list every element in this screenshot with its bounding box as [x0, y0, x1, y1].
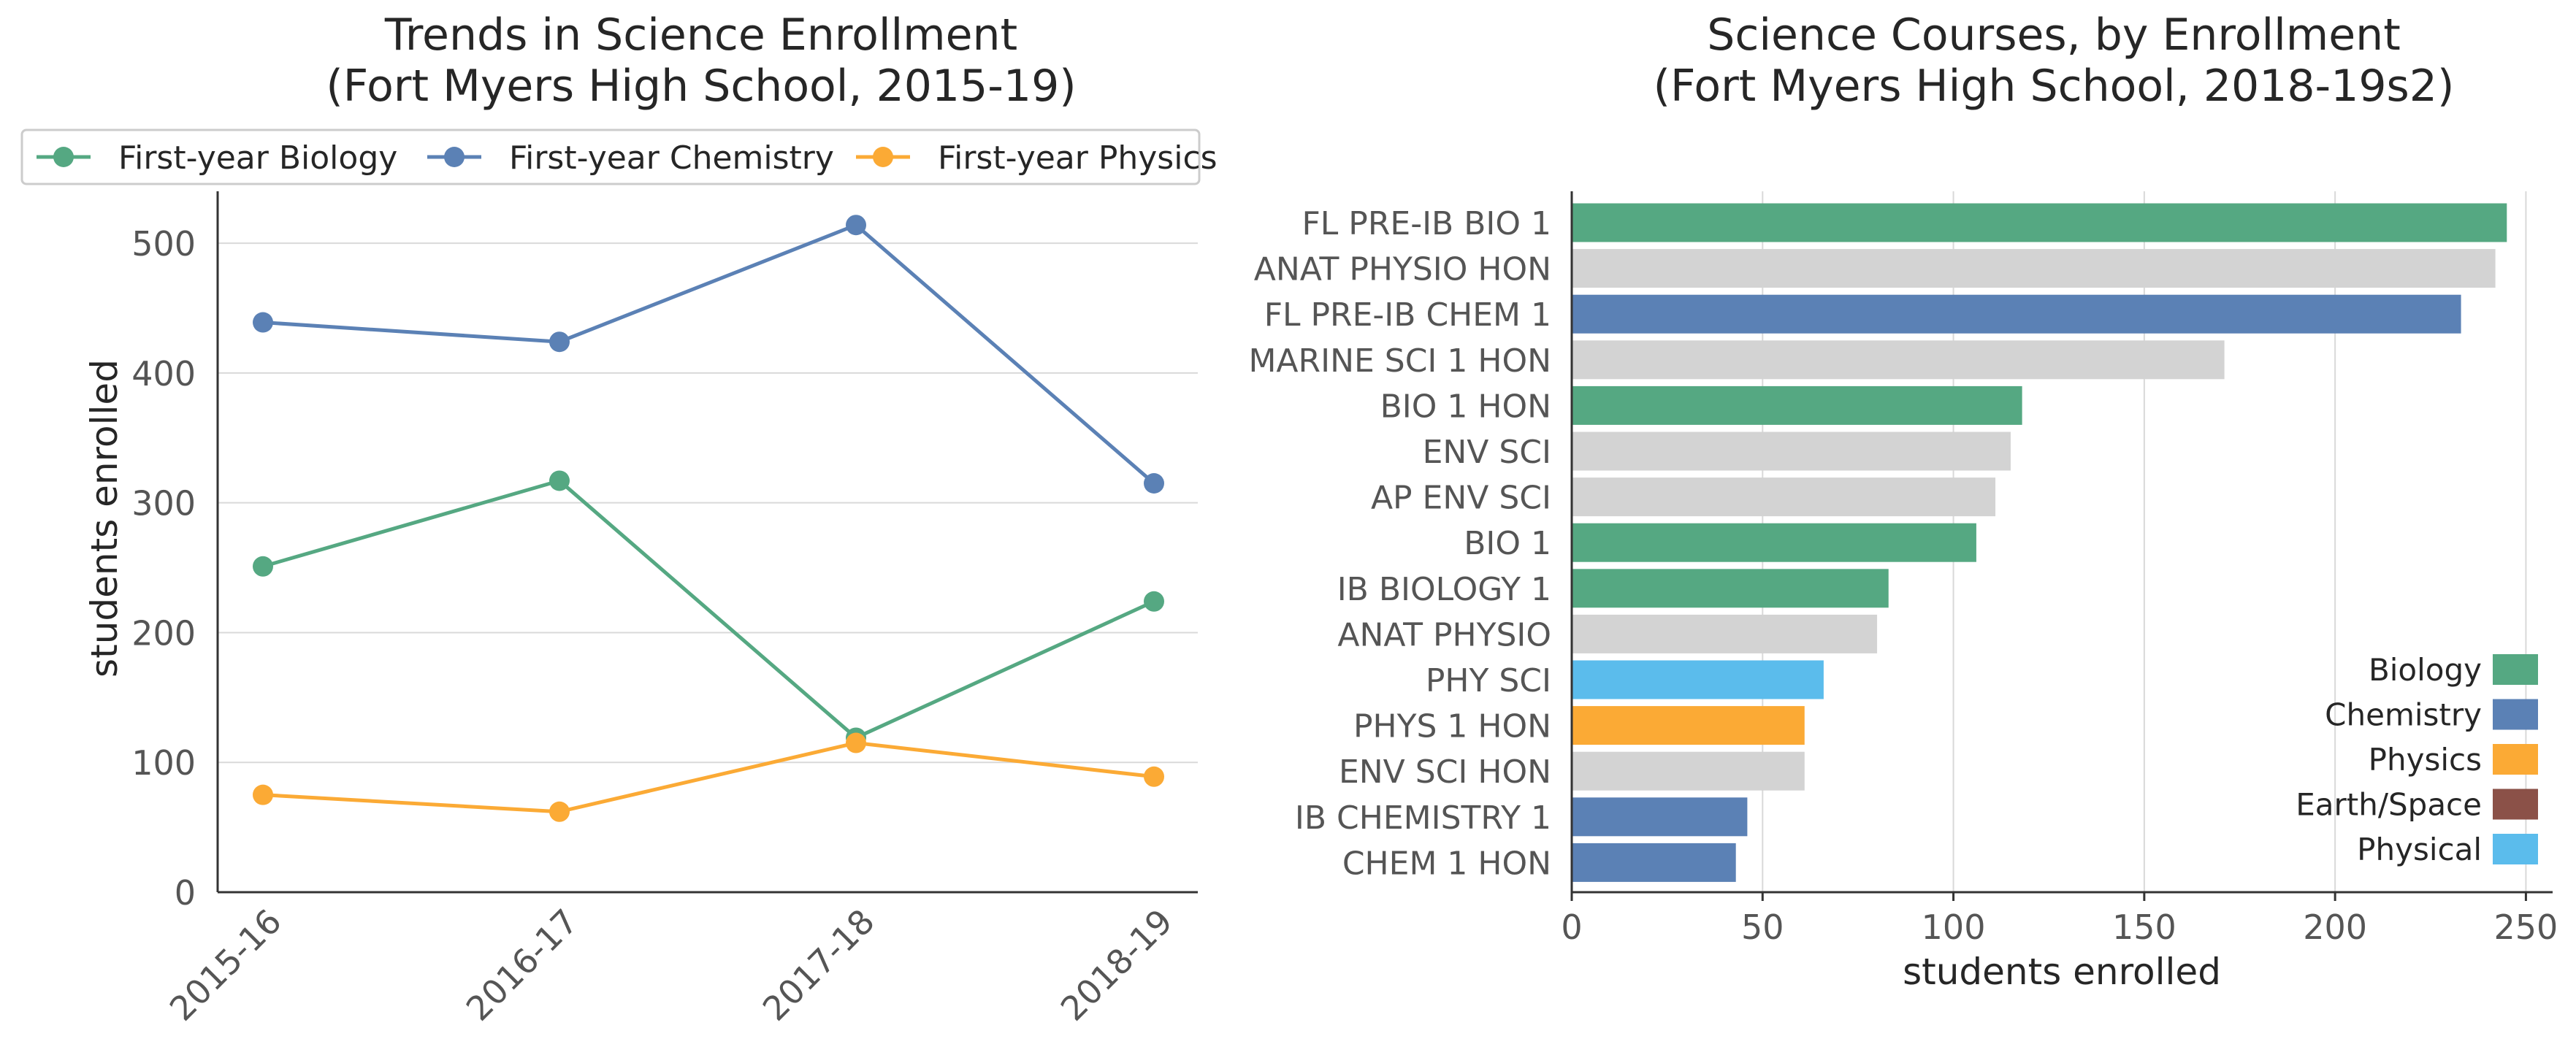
legend-label: First-year Biology — [118, 139, 397, 177]
y-tick-label: MARINE SCI 1 HON — [1248, 342, 1551, 380]
bar-chart-title-line1: Science Courses, by Enrollment — [1707, 9, 2400, 61]
y-tick-label: FL PRE-IB CHEM 1 — [1264, 296, 1551, 334]
bar-ap-env-sci — [1572, 477, 1996, 517]
bar-ib-chemistry-1 — [1572, 797, 1748, 837]
y-tick-label: ANAT PHYSIO HON — [1254, 251, 1551, 288]
data-point-biology — [549, 470, 570, 491]
data-point-chemistry — [253, 312, 273, 333]
legend-label: Earth/Space — [2296, 787, 2482, 823]
y-tick-label: 0 — [175, 873, 196, 913]
legend-frame — [20, 128, 1201, 185]
bar-phys-1-hon — [1572, 706, 1805, 745]
data-point-physics — [549, 801, 570, 822]
bar-ib-biology-1 — [1572, 569, 1889, 608]
legend-marker-physics — [873, 147, 893, 167]
bar-anat-physio-hon — [1572, 249, 2496, 288]
line-chart-legend: First-year Biology First-year Chemistry Fi… — [20, 128, 1218, 185]
data-point-chemistry — [549, 331, 570, 353]
bar-chart-bars — [1572, 203, 2507, 882]
bar-bio-1-hon — [1572, 385, 2022, 425]
bar-fl-pre-ib-bio-1 — [1572, 203, 2507, 242]
y-tick-label: 300 — [131, 484, 196, 523]
y-tick-label: IB CHEMISTRY 1 — [1295, 799, 1551, 837]
x-tick-label: 200 — [2303, 908, 2367, 947]
y-tick-label: 100 — [131, 743, 196, 783]
bar-anat-physio — [1572, 614, 1878, 653]
x-tick-label: 100 — [1922, 908, 1986, 947]
bar-env-sci — [1572, 431, 2011, 471]
data-point-chemistry — [846, 215, 866, 236]
legend-label: Physics — [2369, 742, 2482, 778]
legend-swatch-chemistry — [2493, 699, 2538, 730]
y-tick-label: 500 — [131, 224, 196, 264]
y-tick-label: CHEM 1 HON — [1342, 845, 1551, 882]
legend-swatch-physical — [2493, 834, 2538, 864]
legend-marker-biology — [53, 147, 74, 167]
bar-chem-1-hon — [1572, 843, 1736, 882]
legend-label: First-year Physics — [938, 139, 1218, 177]
y-tick-label: 200 — [131, 613, 196, 653]
y-tick-label: BIO 1 HON — [1380, 388, 1551, 425]
y-tick-label: PHY SCI — [1426, 662, 1551, 699]
line-chart-y-axis-label: students enrolled — [83, 359, 126, 678]
bar-marine-sci-1-hon — [1572, 340, 2225, 380]
y-tick-label: FL PRE-IB BIO 1 — [1302, 205, 1551, 242]
x-tick-label: 2015-16 — [162, 902, 289, 1029]
data-point-physics — [1144, 766, 1164, 787]
bar-chart-legend: Biology Chemistry Physics Earth/Space Physic… — [2296, 652, 2538, 867]
line-chart-title-line1: Trends in Science Enrollment — [384, 9, 1017, 61]
line-chart-series — [253, 215, 1164, 822]
legend-label: Biology — [2369, 652, 2482, 688]
bar-env-sci-hon — [1572, 751, 1805, 791]
bar-fl-pre-ib-chem-1 — [1572, 294, 2461, 334]
legend-marker-chemistry — [444, 147, 465, 167]
x-tick-label: 0 — [1561, 908, 1582, 947]
x-tick-label: 2016-17 — [459, 902, 586, 1029]
series-line-chemistry — [262, 223, 1155, 485]
y-tick-label: ENV SCI HON — [1339, 753, 1551, 791]
y-tick-label: PHYS 1 HON — [1353, 708, 1551, 745]
y-tick-label: ENV SCI — [1423, 434, 1551, 471]
legend-label: Physical — [2357, 832, 2482, 867]
bar-bio-1 — [1572, 523, 1976, 562]
data-point-physics — [846, 732, 866, 753]
data-point-biology — [253, 556, 273, 577]
legend-swatch-earth_space — [2493, 789, 2538, 820]
bar-chart-x-axis-label: students enrolled — [1903, 951, 2221, 993]
y-tick-label: 400 — [131, 354, 196, 394]
bar-chart: Science Courses, by Enrollment (Fort Mye… — [1248, 9, 2558, 993]
bar-chart-title-line2: (Fort Myers High School, 2018-19s2) — [1654, 61, 2455, 112]
data-point-biology — [1144, 591, 1164, 612]
line-chart-axes: 0 100 200 300 400 500 2015-16 2016-17 2017-18 201… — [131, 191, 1198, 1029]
bar-chart-axes: 0 50 100 150 200 250 FL PRE-IB BIO 1 ANAT PHYSI… — [1248, 191, 2558, 947]
legend-swatch-physics — [2493, 744, 2538, 775]
y-tick-label: BIO 1 — [1464, 525, 1551, 562]
y-tick-label: AP ENV SCI — [1371, 480, 1551, 517]
line-chart: Trends in Science Enrollment (Fort Myers… — [20, 9, 1218, 1029]
series-line-physics — [262, 741, 1155, 814]
legend-label: First-year Chemistry — [509, 139, 834, 177]
x-tick-label: 2017-18 — [755, 902, 882, 1029]
y-tick-label: ANAT PHYSIO — [1337, 616, 1551, 653]
x-tick-label: 50 — [1741, 908, 1784, 947]
y-tick-label: IB BIOLOGY 1 — [1337, 571, 1551, 608]
x-tick-label: 150 — [2112, 908, 2176, 947]
series-line-biology — [262, 478, 1155, 740]
x-tick-label: 250 — [2494, 908, 2558, 947]
x-tick-label: 2018-19 — [1053, 902, 1180, 1029]
legend-label: Chemistry — [2325, 697, 2482, 733]
line-chart-gridlines — [218, 242, 1198, 764]
data-point-chemistry — [1144, 473, 1164, 494]
bar-phy-sci — [1572, 660, 1824, 699]
line-chart-title-line2: (Fort Myers High School, 2015-19) — [326, 61, 1076, 112]
data-point-physics — [253, 784, 273, 805]
legend-swatch-biology — [2493, 654, 2538, 685]
